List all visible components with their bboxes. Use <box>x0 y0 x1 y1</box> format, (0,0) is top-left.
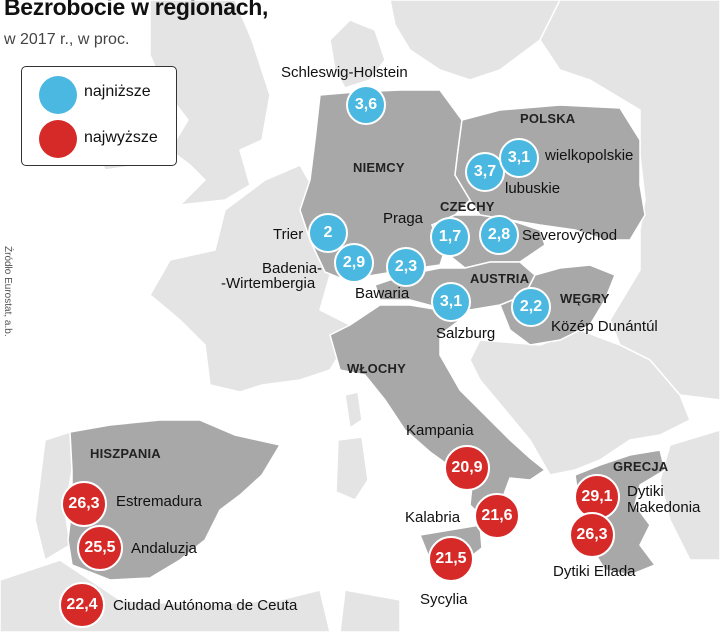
label-trier: Trier <box>273 226 304 243</box>
label-kampania: Kampania <box>406 422 474 439</box>
bubble-andaluzja: 25,5 <box>77 525 123 571</box>
bubble-schleswig: 3,6 <box>346 85 386 125</box>
label-severovychod: Severovýchod <box>522 227 618 244</box>
label-sycylia: Sycylia <box>420 591 468 608</box>
bubble-dytiki-makedonia: 29,1 <box>574 474 620 520</box>
land-scandinavia <box>389 0 561 81</box>
bubble-ceuta: 22,4 <box>59 582 105 628</box>
bubble-kalabria: 21,6 <box>474 493 520 539</box>
label-praga: Praga <box>383 210 424 227</box>
label-bawaria: Bawaria <box>355 285 410 302</box>
land-east <box>539 0 720 401</box>
land-turkey <box>659 429 720 561</box>
label-wielkopolskie: wielkopolskie <box>545 147 634 164</box>
page-subtitle: w 2017 r., w proc. <box>4 31 130 48</box>
bubble-salzburg: 3,1 <box>431 282 471 322</box>
country-label-wlochy: WŁOCHY <box>347 361 406 376</box>
land-corsica <box>344 391 363 430</box>
bubble-wielkopolskie: 3,1 <box>499 138 539 178</box>
label-badenia-line1: Badenia- <box>262 260 323 277</box>
label-dytiki-ellada: Dytiki Ellada <box>553 563 636 580</box>
country-label-niemcy: NIEMCY <box>353 160 405 175</box>
source-note: Źródło Eurostat, a.b. <box>2 246 13 337</box>
label-badenia-line2: -Wirtembergia <box>221 275 316 292</box>
country-label-grecja: GRECJA <box>613 459 669 474</box>
country-label-austria: AUSTRIA <box>470 271 530 286</box>
label-schleswig: Schleswig-Holstein <box>281 64 408 81</box>
country-label-czechy: CZECHY <box>440 199 495 214</box>
land-sardinia <box>335 436 369 501</box>
country-poland <box>454 104 646 241</box>
legend-low-dot <box>39 76 77 114</box>
legend-high-label: najwyższe <box>84 129 158 146</box>
bubble-kozep: 2,2 <box>511 287 551 327</box>
land-africa-east <box>339 589 401 632</box>
label-kozep: Közép Dunántúl <box>551 318 658 335</box>
legend-high-dot <box>39 120 77 158</box>
bubble-badenia: 2,9 <box>334 243 374 283</box>
label-lubuskie: lubuskie <box>505 180 561 197</box>
bubble-trier: 2 <box>308 213 348 253</box>
page-title: Bezrobocie w regionach, <box>4 0 269 20</box>
label-salzburg: Salzburg <box>436 325 496 342</box>
bubble-dytiki-ellada: 26,3 <box>569 512 615 558</box>
label-andaluzja: Andaluzja <box>131 540 197 557</box>
label-kalabria: Kalabria <box>405 509 461 526</box>
country-label-polska: POLSKA <box>520 111 576 126</box>
bubble-severovychod: 2,8 <box>479 215 519 255</box>
country-label-wegry: WĘGRY <box>560 291 610 306</box>
bubble-lubuskie: 3,7 <box>465 152 505 192</box>
bubble-kampania: 20,9 <box>444 445 490 491</box>
bubble-bawaria: 2,3 <box>386 247 426 287</box>
label-dytiki-makedonia-line1: Dytiki <box>627 483 664 500</box>
label-dytiki-makedonia-line2: Makedonia <box>627 499 701 516</box>
country-label-hiszpania: HISZPANIA <box>90 446 161 461</box>
land-balkans <box>469 329 691 476</box>
land-africa <box>0 559 331 632</box>
bubble-sycylia: 21,5 <box>428 536 474 582</box>
legend-low-label: najniższe <box>84 83 151 100</box>
bubble-estremadura: 26,3 <box>61 481 107 527</box>
label-estremadura: Estremadura <box>116 493 202 510</box>
label-ceuta: Ciudad Autónoma de Ceuta <box>113 597 298 614</box>
legend: najniższe najwyższe <box>21 66 177 166</box>
bubble-praga: 1,7 <box>430 217 470 257</box>
land-denmark <box>329 19 386 89</box>
